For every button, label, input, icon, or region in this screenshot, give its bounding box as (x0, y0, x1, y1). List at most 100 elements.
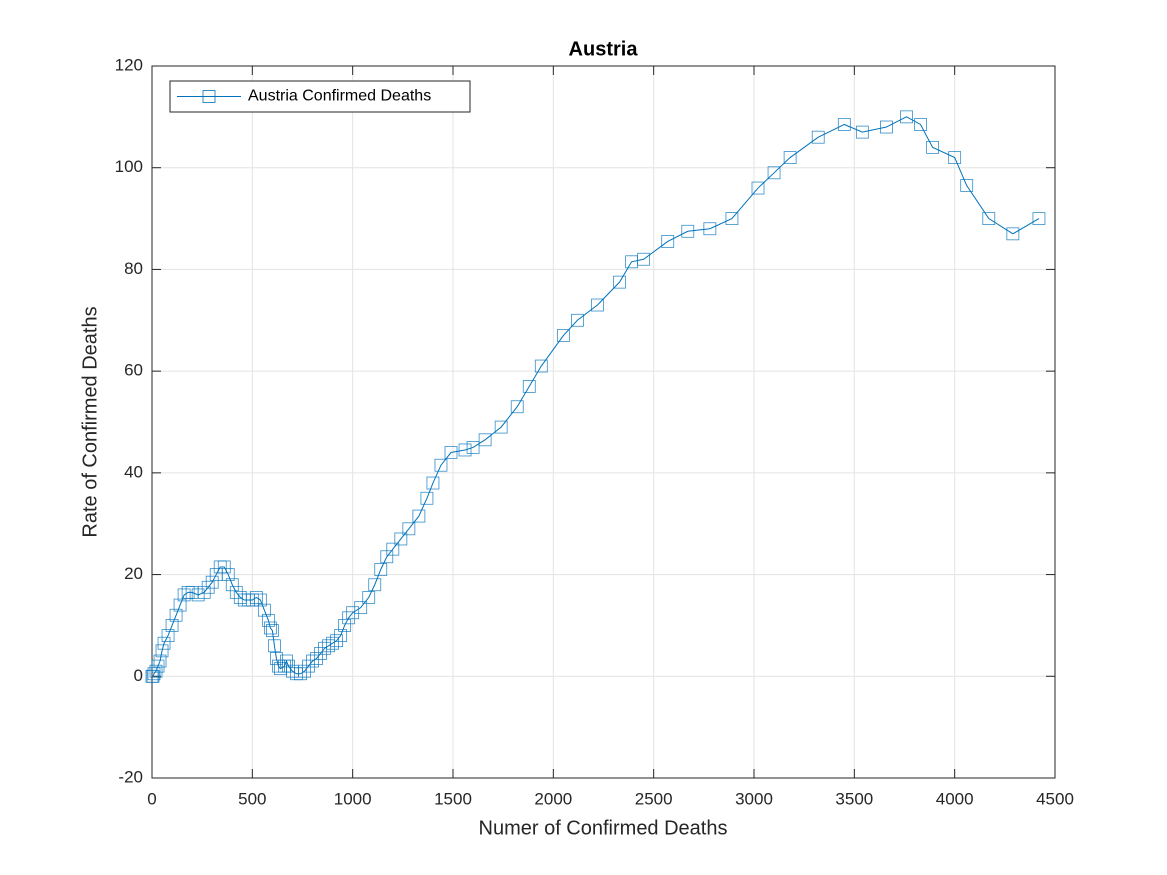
data-marker (161, 629, 175, 642)
data-marker (637, 252, 651, 266)
data-marker (434, 458, 448, 472)
data-marker (257, 603, 271, 617)
x-tick-label: 2000 (534, 789, 572, 808)
data-line (152, 116, 1040, 677)
x-tick-label: 0 (147, 789, 156, 808)
data-marker (302, 659, 315, 673)
data-marker (510, 400, 524, 414)
data-marker (948, 151, 962, 164)
data-marker (362, 591, 376, 604)
data-marker (346, 606, 360, 620)
data-marker (837, 118, 851, 131)
data-marker (173, 598, 187, 612)
data-marker (146, 669, 160, 683)
data-marker (342, 611, 356, 625)
x-tick-label: 3500 (835, 789, 873, 808)
data-marker (402, 522, 416, 536)
data-marker (926, 140, 939, 154)
data-marker (420, 491, 434, 505)
data-marker (149, 664, 163, 678)
data-marker (326, 636, 340, 650)
data-marker (725, 212, 739, 225)
y-tick-label: 40 (124, 462, 143, 481)
data-marker (855, 125, 869, 139)
plot-area (152, 66, 1055, 778)
data-marker (426, 476, 440, 490)
data-marker (1006, 227, 1020, 241)
y-axis-label: Rate of Confirmed Deaths (79, 306, 101, 537)
data-marker (294, 667, 307, 681)
data-marker (201, 580, 215, 594)
data-marker (229, 585, 243, 599)
data-marker (661, 235, 675, 248)
y-tick-label: 100 (115, 157, 143, 176)
x-axis-label: Numer of Confirmed Deaths (479, 817, 728, 839)
data-marker (155, 644, 169, 658)
x-tick-label: 2500 (635, 789, 673, 808)
data-marker (681, 224, 695, 238)
data-marker (268, 639, 281, 653)
data-marker (217, 560, 231, 574)
data-marker (338, 619, 352, 632)
axes-box (151, 65, 1056, 779)
data-marker (151, 659, 165, 673)
data-marker (282, 659, 295, 673)
y-tick-label: 20 (124, 564, 143, 583)
legend-marker (202, 90, 216, 103)
x-tick-label: 4500 (1036, 789, 1074, 808)
data-marker (221, 568, 235, 581)
legend-label: Austria Confirmed Deaths (248, 88, 431, 105)
data-marker (205, 575, 219, 589)
data-marker (1032, 212, 1046, 225)
data-marker (900, 110, 913, 124)
data-marker (153, 654, 167, 668)
data-marker (982, 212, 996, 225)
data-marker (253, 593, 267, 607)
y-tick-label: 80 (124, 259, 143, 278)
data-marker (157, 636, 171, 650)
data-marker (245, 593, 259, 607)
x-tick-label: 1500 (434, 789, 472, 808)
x-tick-label: 500 (238, 789, 266, 808)
data-marker (169, 608, 183, 622)
chart-title: Austria (569, 38, 639, 60)
data-marker (368, 578, 382, 592)
data-marker (466, 441, 480, 454)
data-marker (556, 329, 570, 342)
data-marker (314, 647, 327, 660)
data-marker (354, 601, 368, 615)
y-tick-label: -20 (118, 767, 143, 786)
x-tick-label: 4000 (936, 789, 974, 808)
data-marker (811, 130, 825, 144)
x-tick-label: 1000 (334, 789, 372, 808)
data-marker (613, 275, 626, 289)
y-tick-label: 0 (134, 666, 143, 685)
data-marker (270, 652, 283, 665)
data-marker (394, 532, 408, 546)
data-marker (444, 446, 458, 459)
data-marker (374, 563, 388, 576)
data-marker (591, 298, 604, 312)
data-marker (261, 613, 275, 627)
data-marker (165, 619, 179, 632)
data-marker (177, 588, 191, 602)
data-marker (310, 652, 323, 665)
data-marker (147, 667, 161, 681)
data-marker (263, 621, 277, 635)
data-marker (767, 166, 781, 180)
data-marker (334, 629, 348, 642)
data-marker (197, 585, 211, 599)
data-marker (318, 641, 331, 655)
data-marker (322, 639, 335, 653)
data-marker (571, 313, 584, 327)
data-marker (265, 624, 279, 637)
data-marker (225, 578, 239, 592)
data-marker (751, 181, 765, 195)
data-marker (478, 433, 492, 447)
data-marker (783, 151, 797, 164)
data-marker (458, 443, 472, 457)
data-marker (703, 222, 717, 236)
data-marker (306, 654, 319, 668)
data-marker (298, 664, 311, 678)
data-marker (386, 542, 400, 556)
